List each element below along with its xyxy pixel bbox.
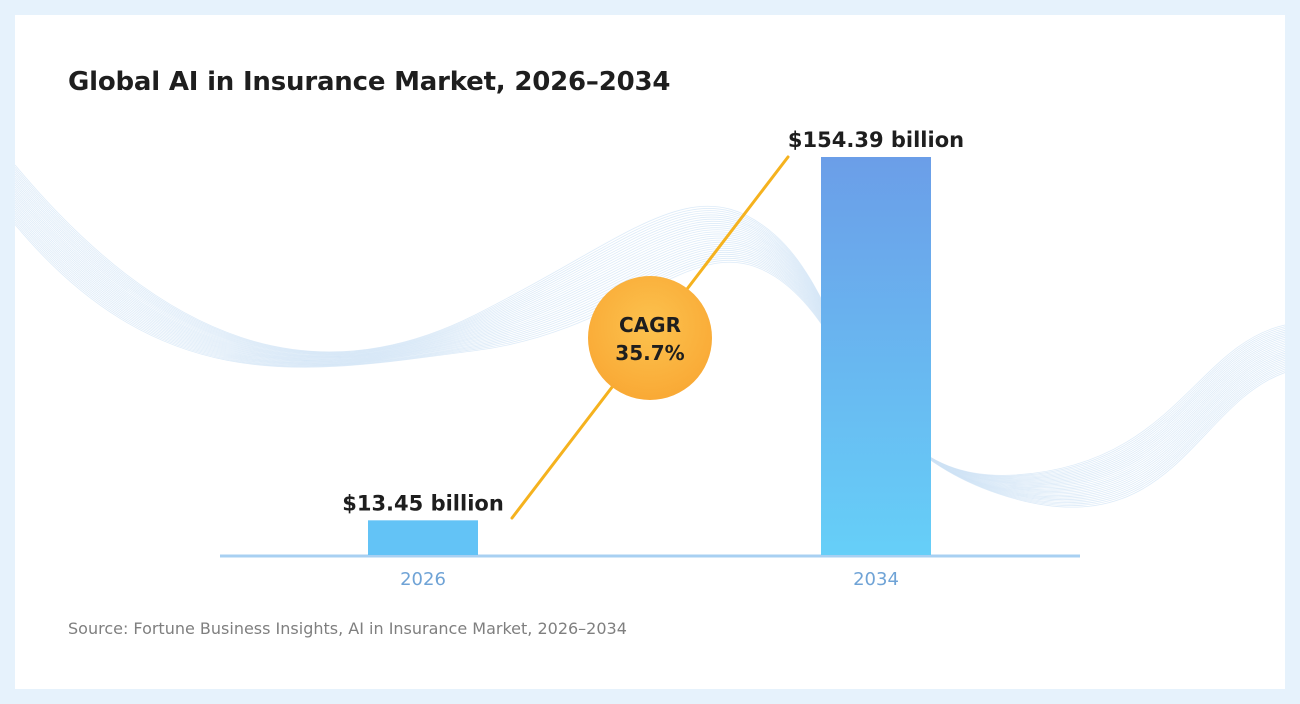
x-tick-label-2026: 2026: [400, 569, 446, 590]
decorative-wave-background: [15, 164, 1285, 508]
value-label-2034: $154.39 billion: [788, 128, 964, 152]
value-label-2026: $13.45 billion: [342, 491, 504, 515]
source-note: Source: Fortune Business Insights, AI in…: [68, 619, 627, 638]
chart-card: $13.45 billion 2026 $154.39 billion 2034 CA…: [15, 15, 1285, 689]
bars-group: $13.45 billion 2026 $154.39 billion 2034: [342, 128, 964, 590]
bar-2026: [368, 520, 478, 555]
cagr-value: 35.7%: [615, 341, 684, 365]
cagr-circle: [588, 276, 712, 400]
cagr-label: CAGR: [619, 313, 681, 337]
x-tick-label-2034: 2034: [853, 569, 899, 590]
bar-2034: [821, 157, 931, 555]
cagr-badge: CAGR 35.7%: [588, 276, 712, 400]
chart-title: Global AI in Insurance Market, 2026–2034: [68, 67, 671, 97]
chart-svg: $13.45 billion 2026 $154.39 billion 2034 CA…: [15, 128, 1285, 590]
